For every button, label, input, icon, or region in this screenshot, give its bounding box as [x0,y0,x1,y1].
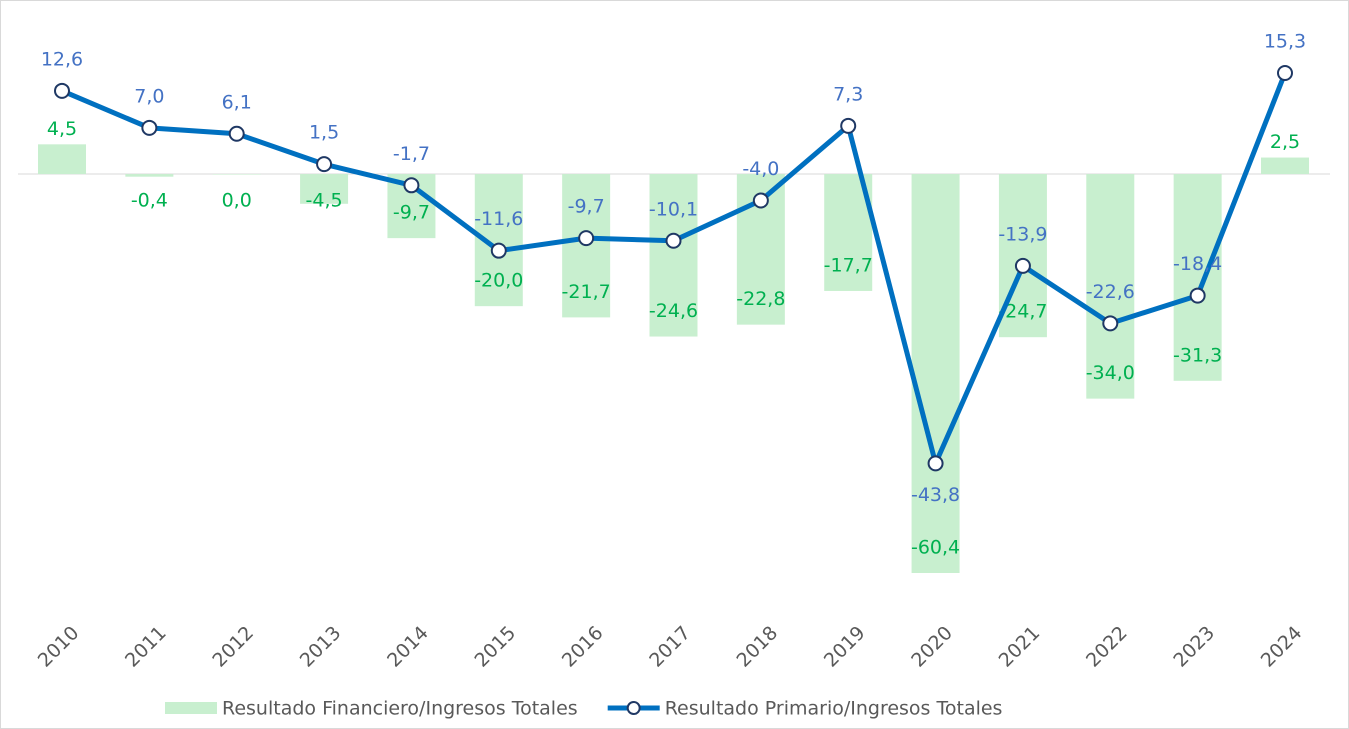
line-value-label: 15,3 [1264,31,1306,53]
line-marker [1102,315,1119,332]
bar-value-label: -31,3 [1173,344,1222,366]
bar-value-label: -24,6 [649,300,698,322]
bar [38,144,86,175]
bar [125,174,174,177]
line-marker [403,177,420,194]
line-marker [752,192,769,209]
line-value-label: -10,1 [649,198,698,220]
line-marker [1189,287,1206,304]
line-marker [665,232,682,249]
line-value-label: -1,7 [393,143,430,165]
bar-value-label: -21,7 [562,281,611,303]
bar [1086,174,1135,399]
line-value-label: 7,0 [134,85,164,107]
line-value-label: -22,6 [1086,281,1135,303]
bar-value-label: -24,7 [998,301,1047,323]
bar-value-label: -0,4 [131,190,168,212]
line-marker [490,242,507,259]
line-value-label: 12,6 [41,48,83,70]
bar-value-label: -9,7 [393,202,430,224]
line-marker [54,82,70,99]
bar-value-label: -34,0 [1086,362,1135,384]
line-value-label: -18,4 [1173,253,1222,275]
line-marker [1277,65,1293,81]
line-marker [316,156,333,173]
bar-value-label: -20,0 [474,270,523,292]
line-value-label: 6,1 [222,91,252,113]
line-marker [840,117,857,134]
bar-value-label: 0,0 [222,190,252,212]
line-marker [228,125,245,142]
bar-value-label: -17,7 [824,254,873,276]
legend: Resultado Financiero/Ingresos Totales Res… [165,698,1002,720]
line-value-label: -9,7 [568,196,605,218]
legend-swatch [165,702,217,714]
legend-label: Resultado Financiero/Ingresos Totales [222,698,578,720]
line-value-label: -13,9 [998,223,1047,245]
bar-value-label: 2,5 [1270,131,1300,153]
line-marker [141,119,158,136]
bar [998,174,1047,338]
bar-value-label: -4,5 [306,190,343,212]
line-marker [927,455,944,472]
bar [1173,174,1222,381]
bar-value-label: -22,8 [736,288,785,310]
line-value-label: -11,6 [474,208,523,230]
bar [300,174,349,204]
legend-marker [626,701,641,715]
bar-value-label: -60,4 [911,537,960,559]
line-value-label: -43,8 [911,484,960,506]
legend-label: Resultado Primario/Ingresos Totales [665,698,1003,720]
bar [649,174,698,337]
line-value-label: 1,5 [309,122,339,144]
line-value-label: -4,0 [742,158,779,180]
bar-value-label: 4,5 [47,118,77,140]
bar [212,174,261,175]
line-marker [1014,257,1031,274]
bar [1261,157,1309,175]
line-value-label: 7,3 [833,83,863,105]
bar [911,174,960,573]
line-marker [578,230,595,247]
